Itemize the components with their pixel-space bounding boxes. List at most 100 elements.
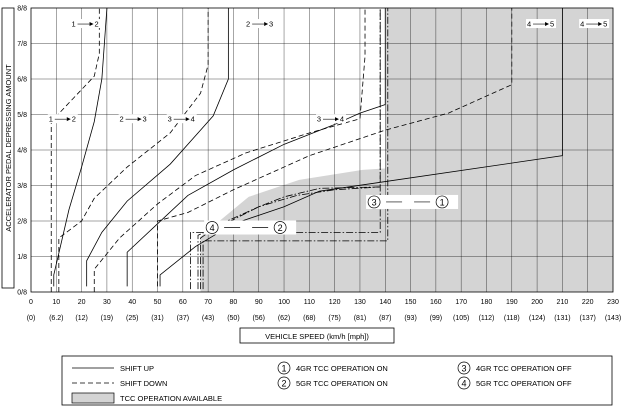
y-axis-label-box: ACCELERATOR PEDAL DEPRESSING AMOUNT — [1, 7, 15, 289]
annotation-arrowhead — [185, 117, 190, 122]
x-tick-mph-label: (131) — [554, 315, 570, 322]
annotation-from: 4 — [210, 223, 215, 233]
x-tick-mph-label: (81) — [354, 315, 366, 322]
annotation-bg — [579, 19, 610, 29]
legend-swatch — [71, 392, 115, 404]
legend-number-circle — [277, 376, 291, 390]
x-tick-label: 180 — [481, 299, 493, 306]
series-line-3-4-down — [93, 8, 366, 292]
x-tick-label: 200 — [531, 299, 543, 306]
x-tick-label: 40 — [128, 299, 136, 306]
x-tick-label: 210 — [557, 299, 569, 306]
annotation-bg — [166, 114, 197, 124]
annotation-arrowhead — [335, 117, 339, 122]
x-tick-label: 220 — [582, 299, 594, 306]
annotation-to: 3 — [269, 20, 273, 29]
x-tick-mph-label: (68) — [303, 315, 315, 322]
series-line-1-2-up — [53, 7, 108, 287]
x-tick-mph-label: (19) — [101, 315, 113, 322]
annotation-arrowhead — [66, 117, 71, 122]
legend-label: SHIFT UP — [120, 364, 154, 373]
annotation-from: 4 — [527, 20, 531, 29]
x-tick-label: 110 — [304, 299, 315, 306]
y-tick-label: 1/8 — [17, 254, 27, 261]
y-tick-label: 3/8 — [17, 183, 27, 190]
legend: SHIFT UP SHIFT DOWN TCC OPERATION AVAILABL… — [61, 355, 613, 406]
x-tick-mph-label: (93) — [404, 315, 416, 322]
annotation-to: 2 — [94, 20, 98, 29]
legend-label: SHIFT DOWN — [120, 379, 167, 388]
x-tick-mph-label: (31) — [151, 315, 163, 322]
series-line-5gr-tcc-operation-on — [200, 186, 381, 290]
annotation-from: 3 — [317, 115, 321, 124]
series-line-4-5-down — [157, 8, 513, 287]
y-tick-label: 7/8 — [17, 41, 27, 48]
y-tick-label: 0/8 — [17, 290, 27, 297]
x-tick-label: 100 — [278, 299, 290, 306]
series-line-4-5-up — [159, 8, 563, 287]
x-tick-label: 120 — [329, 299, 341, 306]
series-line-1-2-down — [50, 8, 100, 292]
legend-label: 4GR TCC OPERATION OFF — [476, 364, 572, 373]
x-tick-label: 0 — [29, 299, 33, 306]
annotation-bg — [47, 114, 78, 124]
y-tick-label: 5/8 — [17, 112, 27, 119]
x-tick-mph-label: (50) — [227, 315, 239, 322]
series-line-3-4-up — [126, 8, 386, 287]
annotation-from: 1 — [49, 115, 53, 124]
x-tick-label: 90 — [255, 299, 263, 306]
x-tick-label: 50 — [154, 299, 162, 306]
x-tick-mph-label: (75) — [328, 315, 340, 322]
annotation-circle — [435, 195, 449, 209]
annotation-to: 5 — [550, 20, 554, 29]
x-tick-label: 80 — [230, 299, 238, 306]
x-tick-mph-label: (143) — [605, 315, 621, 322]
x-tick-mph-label: (137) — [580, 315, 596, 322]
y-tick-label: 6/8 — [17, 77, 27, 84]
annotation-bg — [70, 19, 101, 29]
annotation-to: 4 — [340, 115, 344, 124]
grid — [31, 8, 613, 292]
annotation-circle — [273, 221, 287, 234]
annotation-circle — [367, 195, 381, 209]
annotation-bg — [245, 19, 276, 29]
y-tick-label: 4/8 — [17, 148, 27, 155]
series-line-2-3-up — [86, 8, 229, 287]
annotation-to: 3 — [143, 115, 147, 124]
series-line-5gr-tcc-operation-off — [202, 8, 389, 290]
x-tick-mph-label: (105) — [453, 315, 469, 322]
annotation-circle — [205, 221, 219, 234]
annotation-from: 2 — [246, 20, 250, 29]
axis-ticks: 0 (0) 10 (6.2) 20 (12) 30 (19) 40 (25) 50 (31) 60 (37… — [17, 6, 621, 323]
x-axis-title: VEHICLE SPEED (km/h [mph]) — [265, 332, 369, 341]
x-tick-mph-label: (25) — [126, 315, 138, 322]
plot-frame — [30, 7, 614, 293]
annotation-arrowhead — [137, 117, 142, 122]
x-tick-mph-label: (124) — [529, 315, 545, 322]
legend-number: 2 — [281, 378, 286, 388]
x-tick-label: 230 — [607, 299, 619, 306]
annotation-bg — [316, 114, 346, 124]
x-tick-mph-label: (99) — [430, 315, 442, 322]
annotation-from: 4 — [580, 20, 584, 29]
x-tick-mph-label: (12) — [75, 315, 87, 322]
annotation-to: 4 — [191, 115, 195, 124]
legend-label: TCC OPERATION AVAILABLE — [120, 394, 222, 403]
x-tick-label: 150 — [405, 299, 417, 306]
legend-number-circle — [277, 361, 291, 375]
annotation-from: 3 — [168, 115, 172, 124]
legend-number: 3 — [461, 363, 466, 373]
legend-label: 5GR TCC OPERATION OFF — [476, 379, 572, 388]
annotation-arrowhead — [545, 22, 550, 27]
legend-number: 4 — [461, 378, 466, 388]
x-tick-label: 10 — [52, 299, 60, 306]
x-tick-mph-label: (43) — [202, 315, 214, 322]
x-tick-label: 30 — [103, 299, 111, 306]
series-line-2-3-down — [58, 8, 209, 292]
annotation-bg — [204, 220, 297, 235]
x-tick-label: 140 — [379, 299, 391, 306]
x-tick-mph-label: (112) — [479, 315, 495, 322]
x-tick-mph-label: (0) — [27, 315, 36, 322]
x-tick-mph-label: (87) — [379, 315, 391, 322]
